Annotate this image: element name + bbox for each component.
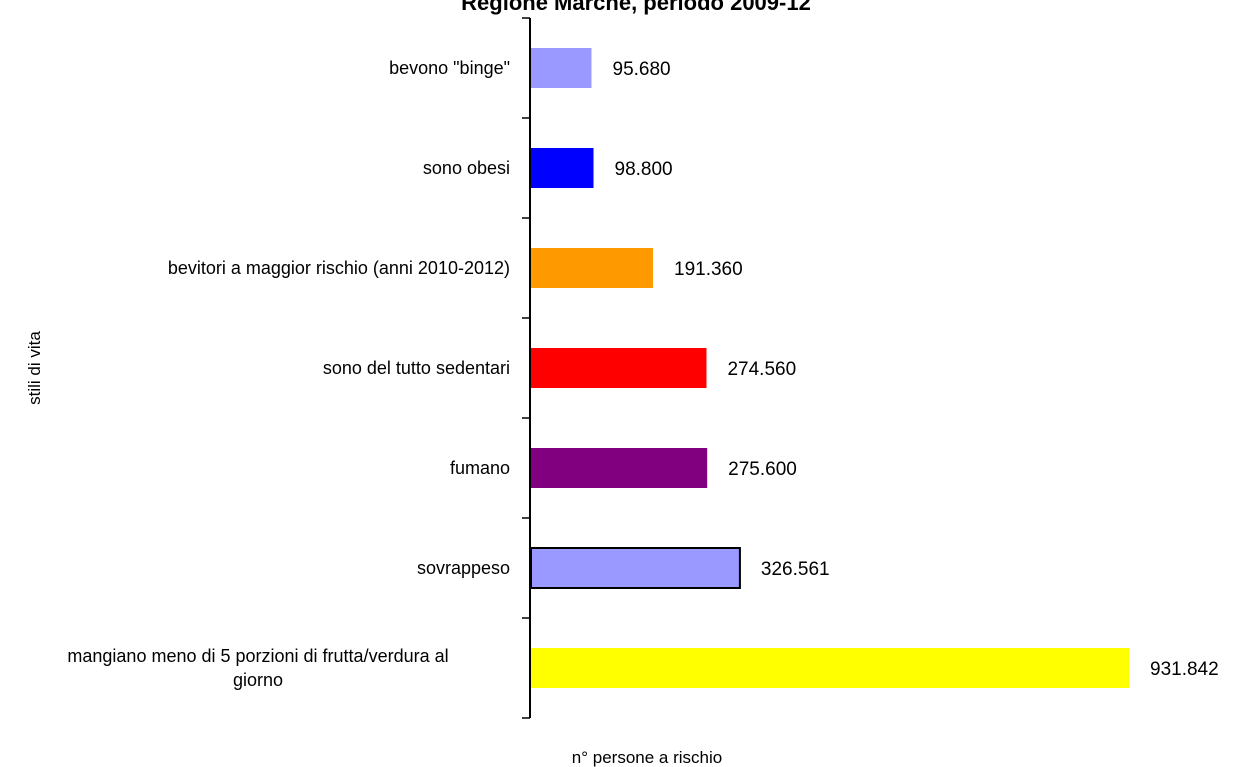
bars-layer: 95.680 bevono "binge" 98.800 sono obesi 191.… bbox=[67, 48, 1219, 690]
data-label: 191.360 bbox=[674, 259, 743, 280]
category-label: bevitori a maggior rischio (anni 2010-20… bbox=[168, 258, 510, 278]
bar bbox=[531, 48, 592, 88]
category-label-line: mangiano meno di 5 porzioni di frutta/ve… bbox=[67, 646, 448, 666]
category-label: bevono "binge" bbox=[389, 58, 510, 78]
category-label: sovrappeso bbox=[417, 558, 510, 578]
bar bbox=[531, 248, 654, 288]
y-axis-title: stili di vita bbox=[25, 331, 44, 405]
category-label: mangiano meno di 5 porzioni di frutta/ve… bbox=[67, 646, 448, 690]
chart-title: Regione Marche, periodo 2009-12 bbox=[461, 0, 811, 15]
bar bbox=[531, 448, 708, 488]
data-label: 98.800 bbox=[615, 159, 673, 180]
bar bbox=[530, 547, 741, 589]
category-label: fumano bbox=[450, 458, 510, 478]
data-label: 326.561 bbox=[761, 559, 830, 580]
bar bbox=[531, 348, 707, 388]
category-label-line: giorno bbox=[233, 670, 283, 690]
data-label: 931.842 bbox=[1150, 659, 1219, 680]
data-label: 274.560 bbox=[727, 359, 796, 380]
bar bbox=[531, 148, 594, 188]
data-label: 275.600 bbox=[728, 459, 797, 480]
category-label: sono del tutto sedentari bbox=[323, 358, 510, 378]
x-axis-title: n° persone a rischio bbox=[572, 748, 722, 767]
bar bbox=[531, 648, 1129, 688]
y-axis bbox=[522, 17, 531, 719]
data-label: 95.680 bbox=[613, 59, 671, 80]
category-label: sono obesi bbox=[423, 158, 510, 178]
